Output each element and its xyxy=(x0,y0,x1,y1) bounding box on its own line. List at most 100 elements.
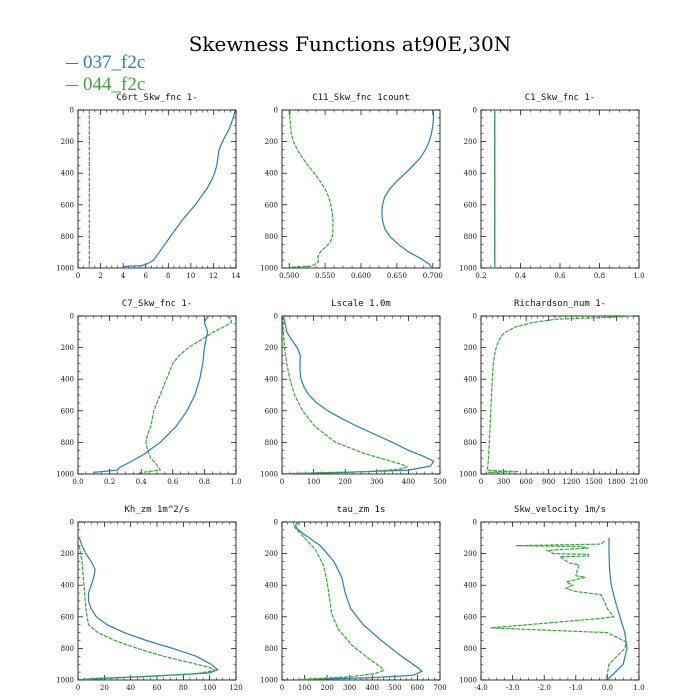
y-tick-label: 0 xyxy=(473,519,477,527)
series-line-037-f2c xyxy=(381,110,435,268)
panel-title: tau_zm 1s xyxy=(337,505,386,515)
y-tick-label: 1000 xyxy=(459,265,477,273)
x-tick-label: 300 xyxy=(370,478,383,486)
y-tick-label: 200 xyxy=(61,138,74,146)
panel-frame xyxy=(281,315,441,475)
series-line-044-f2c xyxy=(294,521,385,681)
y-tick-label: 600 xyxy=(61,407,74,415)
y-tick-label: 800 xyxy=(265,233,278,241)
x-tick-label: 0.4 xyxy=(136,478,148,486)
x-tick-label: 0.700 xyxy=(423,272,443,280)
y-tick-label: 0 xyxy=(274,313,278,321)
panel-title: Skw_velocity 1m/s xyxy=(514,505,606,515)
x-tick-label: 1.0 xyxy=(230,478,241,486)
panel-frame xyxy=(77,109,237,269)
legend: 037_f2c 044_f2c xyxy=(66,52,145,96)
y-tick-label: 600 xyxy=(265,407,278,415)
x-tick-label: 200 xyxy=(320,684,333,692)
legend-item-series-1: 037_f2c xyxy=(66,52,145,74)
x-tick-label: 6 xyxy=(143,272,148,280)
x-tick-label: 0 xyxy=(479,478,483,486)
y-tick-label: 400 xyxy=(61,376,74,384)
x-tick-label: 0 xyxy=(280,684,284,692)
x-tick-label: 200 xyxy=(339,478,352,486)
x-tick-label: 1200 xyxy=(562,478,580,486)
x-tick-label: 1800 xyxy=(608,478,626,486)
series-line-044-f2c xyxy=(485,315,632,475)
series-line-044-f2c xyxy=(490,540,628,680)
y-tick-label: 0 xyxy=(70,107,74,115)
x-tick-label: 12 xyxy=(209,272,218,280)
y-tick-label: 600 xyxy=(61,613,74,621)
y-tick-label: 400 xyxy=(464,170,477,178)
legend-swatch-series-1 xyxy=(66,63,78,65)
x-tick-label: 0.0 xyxy=(602,684,613,692)
y-tick-label: 1000 xyxy=(260,471,278,479)
series-line-037-f2c xyxy=(293,521,424,681)
x-tick-label: 400 xyxy=(366,684,379,692)
x-tick-label: 500 xyxy=(388,684,401,692)
panel-frame xyxy=(480,109,640,269)
x-tick-label: 8 xyxy=(166,272,170,280)
y-tick-label: 0 xyxy=(70,313,74,321)
y-tick-label: 0 xyxy=(274,107,278,115)
legend-item-series-2: 044_f2c xyxy=(66,74,145,96)
x-tick-label: 2 xyxy=(98,272,102,280)
y-tick-label: 400 xyxy=(464,376,477,384)
x-tick-label: 80 xyxy=(179,684,188,692)
y-tick-label: 400 xyxy=(265,170,278,178)
x-tick-label: 0.0 xyxy=(72,478,83,486)
x-tick-label: 0.6 xyxy=(167,478,179,486)
series-line-037-f2c xyxy=(78,537,219,681)
y-tick-label: 800 xyxy=(61,439,74,447)
x-tick-label: 0.8 xyxy=(594,272,605,280)
y-tick-label: 800 xyxy=(61,233,74,241)
series-line-044-f2c xyxy=(137,315,232,474)
panel-title: Lscale 1.0m xyxy=(331,299,391,309)
y-tick-label: 800 xyxy=(61,645,74,653)
x-tick-label: 0.4 xyxy=(515,272,527,280)
panel-frame xyxy=(77,315,237,475)
x-tick-label: 900 xyxy=(542,478,555,486)
panel-frame xyxy=(281,109,441,269)
x-tick-label: -1.0 xyxy=(569,684,583,692)
legend-swatch-series-2 xyxy=(66,85,78,87)
y-tick-label: 400 xyxy=(61,582,74,590)
x-tick-label: 2100 xyxy=(630,478,648,486)
y-tick-label: 600 xyxy=(61,201,74,209)
x-tick-label: 1.0 xyxy=(633,684,644,692)
y-tick-label: 1000 xyxy=(260,265,278,273)
y-tick-label: 0 xyxy=(473,313,477,321)
x-tick-label: 100 xyxy=(307,478,320,486)
x-tick-label: 400 xyxy=(402,478,415,486)
panel-title: C7_Skw_fnc 1- xyxy=(122,299,192,309)
y-tick-label: 600 xyxy=(265,201,278,209)
x-tick-label: 0.2 xyxy=(104,478,115,486)
panel-9: Skw_velocity 1m/s 0 200 400 600 800 1000-4.0 -3… xyxy=(459,505,644,692)
x-tick-label: 600 xyxy=(519,478,532,486)
panel-title: C6rt_Skw_fnc 1- xyxy=(116,93,197,103)
x-tick-label: 0.550 xyxy=(315,272,335,280)
x-tick-label: 1500 xyxy=(585,478,603,486)
panel-title: C1_Skw_fnc 1- xyxy=(525,93,595,103)
panel-frame xyxy=(480,315,640,475)
panel-2: C11_Skw_fnc 1count 0 200 400 600 800 10000.500… xyxy=(260,93,443,280)
y-tick-label: 0 xyxy=(274,519,278,527)
y-tick-label: 1000 xyxy=(459,471,477,479)
y-tick-label: 200 xyxy=(464,344,477,352)
series-line-037-f2c xyxy=(606,537,628,681)
series-line-044-f2c xyxy=(282,315,409,475)
panel-title: Kh_zm 1m^2/s xyxy=(124,505,189,515)
x-tick-label: 0 xyxy=(76,684,80,692)
x-tick-label: 0.600 xyxy=(351,272,371,280)
y-tick-label: 1000 xyxy=(56,265,74,273)
series-line-037-f2c xyxy=(122,110,236,268)
y-tick-label: 600 xyxy=(464,407,477,415)
series-line-044-f2c xyxy=(289,110,334,268)
